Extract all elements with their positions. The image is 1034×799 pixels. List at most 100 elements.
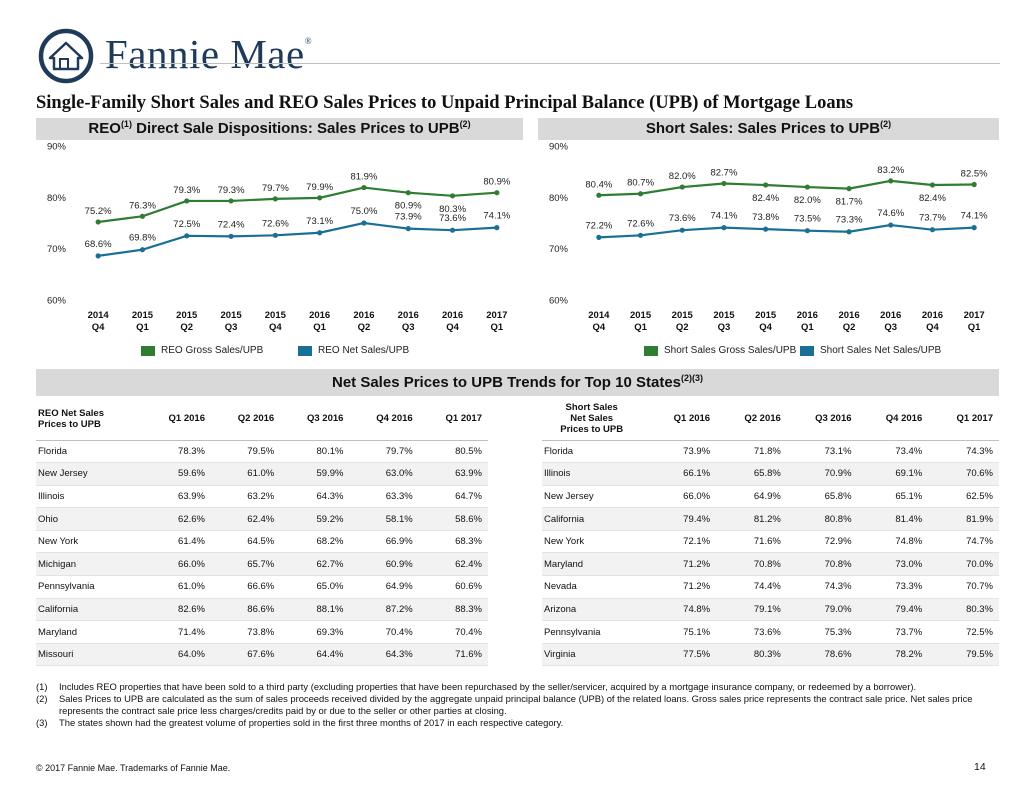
y-tick-label: 60%	[549, 296, 569, 307]
x-tick-label-year: 2016	[880, 310, 901, 321]
table-row: Nevada 71.2% 74.4% 74.3% 73.3% 70.7%	[542, 575, 999, 599]
data-label: 73.6%	[669, 213, 696, 224]
table-cell: 78.3%	[141, 440, 211, 464]
data-point	[317, 195, 323, 201]
series-line-net	[598, 223, 975, 239]
data-point	[449, 227, 456, 233]
state-name: Florida	[542, 440, 646, 464]
table-cell: 64.0%	[141, 643, 211, 667]
reo-sales-chart: 60%70%80%90%2014Q42015Q12015Q22015Q32015…	[47, 142, 511, 334]
data-label: 68.6%	[85, 239, 112, 250]
table-cell: 66.1%	[645, 462, 717, 486]
data-label: 73.7%	[919, 213, 946, 224]
table-cell: 63.9%	[418, 462, 488, 486]
data-label: 81.9%	[350, 172, 377, 183]
data-label: 74.1%	[710, 211, 737, 222]
x-tick-label-quarter: Q1	[491, 322, 504, 333]
reo-panel-title: REO(1) Direct Sale Dispositions: Sales P…	[36, 118, 523, 140]
data-point	[846, 229, 852, 235]
legend-short-gross: Short Sales Gross Sales/UPB	[644, 345, 796, 356]
table-cell: 65.8%	[786, 485, 858, 509]
y-tick-label: 80%	[549, 193, 569, 204]
table-cell: 60.9%	[349, 552, 419, 577]
data-point	[888, 178, 894, 184]
x-tick-label-year: 2016	[838, 310, 859, 321]
table-cell: 71.6%	[418, 643, 488, 667]
table-cell: 73.8%	[210, 620, 281, 644]
table-cell: 59.6%	[141, 462, 211, 486]
x-tick-label-quarter: Q3	[225, 322, 238, 333]
data-label: 79.7%	[262, 183, 289, 194]
table-cell: 64.9%	[716, 485, 787, 509]
table-cell: 72.1%	[645, 530, 717, 554]
table-cell: 80.8%	[786, 507, 858, 531]
x-tick-label-year: 2016	[797, 310, 818, 321]
state-name: New York	[36, 530, 142, 554]
table-row: Arizona 74.8% 79.1% 79.0% 79.4% 80.3%	[542, 598, 999, 622]
table-cell: 71.8%	[716, 440, 787, 464]
data-label: 82.0%	[794, 195, 821, 206]
data-label: 73.6%	[439, 213, 466, 224]
reo-states-table: REO Net Sales Prices to UPB Q1 2016 Q2 201…	[36, 398, 488, 667]
table-cell: 73.0%	[857, 552, 929, 577]
data-point	[228, 233, 234, 239]
table-cell: 70.6%	[928, 462, 999, 486]
data-label: 75.0%	[350, 206, 377, 217]
x-tick-label-year: 2015	[630, 310, 652, 321]
table-row: Illinois 66.1% 65.8% 70.9% 69.1% 70.6%	[542, 462, 999, 486]
table-cell: 69.1%	[857, 462, 929, 486]
data-label: 81.7%	[836, 197, 863, 208]
table-cell: 79.5%	[210, 440, 281, 464]
x-tick-label-year: 2016	[309, 310, 330, 321]
legend-swatch-gross	[141, 345, 155, 356]
table-cell: 73.4%	[857, 440, 929, 464]
data-label: 82.0%	[669, 171, 696, 182]
footnote-1: (1) Includes REO properties that have bee…	[36, 681, 917, 692]
data-label: 73.3%	[836, 215, 863, 226]
column-header: Q1 2017	[418, 398, 488, 441]
state-name: Pennsylvania	[542, 620, 646, 644]
data-label: 74.1%	[483, 211, 510, 222]
table-cell: 64.3%	[349, 643, 419, 667]
data-label: 79.9%	[306, 182, 333, 193]
x-tick-label-quarter: Q1	[634, 322, 647, 333]
table-cell: 79.4%	[857, 598, 929, 622]
registered-mark: ®	[304, 36, 313, 46]
data-point	[494, 225, 500, 231]
data-label: 73.8%	[752, 212, 779, 223]
data-point	[596, 192, 602, 198]
table-cell: 62.7%	[280, 552, 350, 577]
table-cell: 66.6%	[210, 575, 281, 599]
table-cell: 62.4%	[418, 552, 488, 577]
table-cell: 68.2%	[280, 530, 350, 554]
table-cell: 73.7%	[857, 620, 929, 644]
state-name: Illinois	[36, 485, 142, 509]
x-tick-label-quarter: Q1	[136, 322, 149, 333]
table-header-label: REO Net Sales Prices to UPB	[36, 398, 142, 441]
state-name: Nevada	[542, 575, 646, 599]
table-cell: 88.1%	[280, 598, 350, 622]
table-cell: 72.5%	[928, 620, 999, 644]
states-section-title: Net Sales Prices to UPB Trends for Top 1…	[36, 369, 999, 396]
x-tick-label-quarter: Q1	[801, 322, 814, 333]
state-name: California	[36, 598, 142, 622]
table-row: California 79.4% 81.2% 80.8% 81.4% 81.9%	[542, 507, 999, 531]
table-cell: 61.0%	[210, 462, 281, 486]
table-cell: 62.6%	[141, 507, 211, 531]
table-cell: 74.8%	[645, 598, 717, 622]
table-cell: 72.9%	[786, 530, 858, 554]
table-cell: 64.4%	[280, 643, 350, 667]
table-row: Florida 73.9% 71.8% 73.1% 73.4% 74.3%	[542, 440, 999, 464]
footnote-3: (3) The states shown had the greatest vol…	[36, 717, 564, 728]
x-tick-label-year: 2016	[353, 310, 374, 321]
x-tick-label-quarter: Q4	[926, 322, 939, 333]
table-row: New York 72.1% 71.6% 72.9% 74.8% 74.7%	[542, 530, 999, 554]
data-point	[721, 225, 727, 231]
data-label: 82.4%	[919, 193, 946, 204]
table-cell: 61.4%	[141, 530, 211, 554]
data-point	[763, 182, 769, 188]
data-point	[184, 233, 190, 239]
data-point	[228, 198, 234, 204]
data-point	[637, 191, 644, 197]
table-cell: 74.3%	[928, 440, 999, 464]
